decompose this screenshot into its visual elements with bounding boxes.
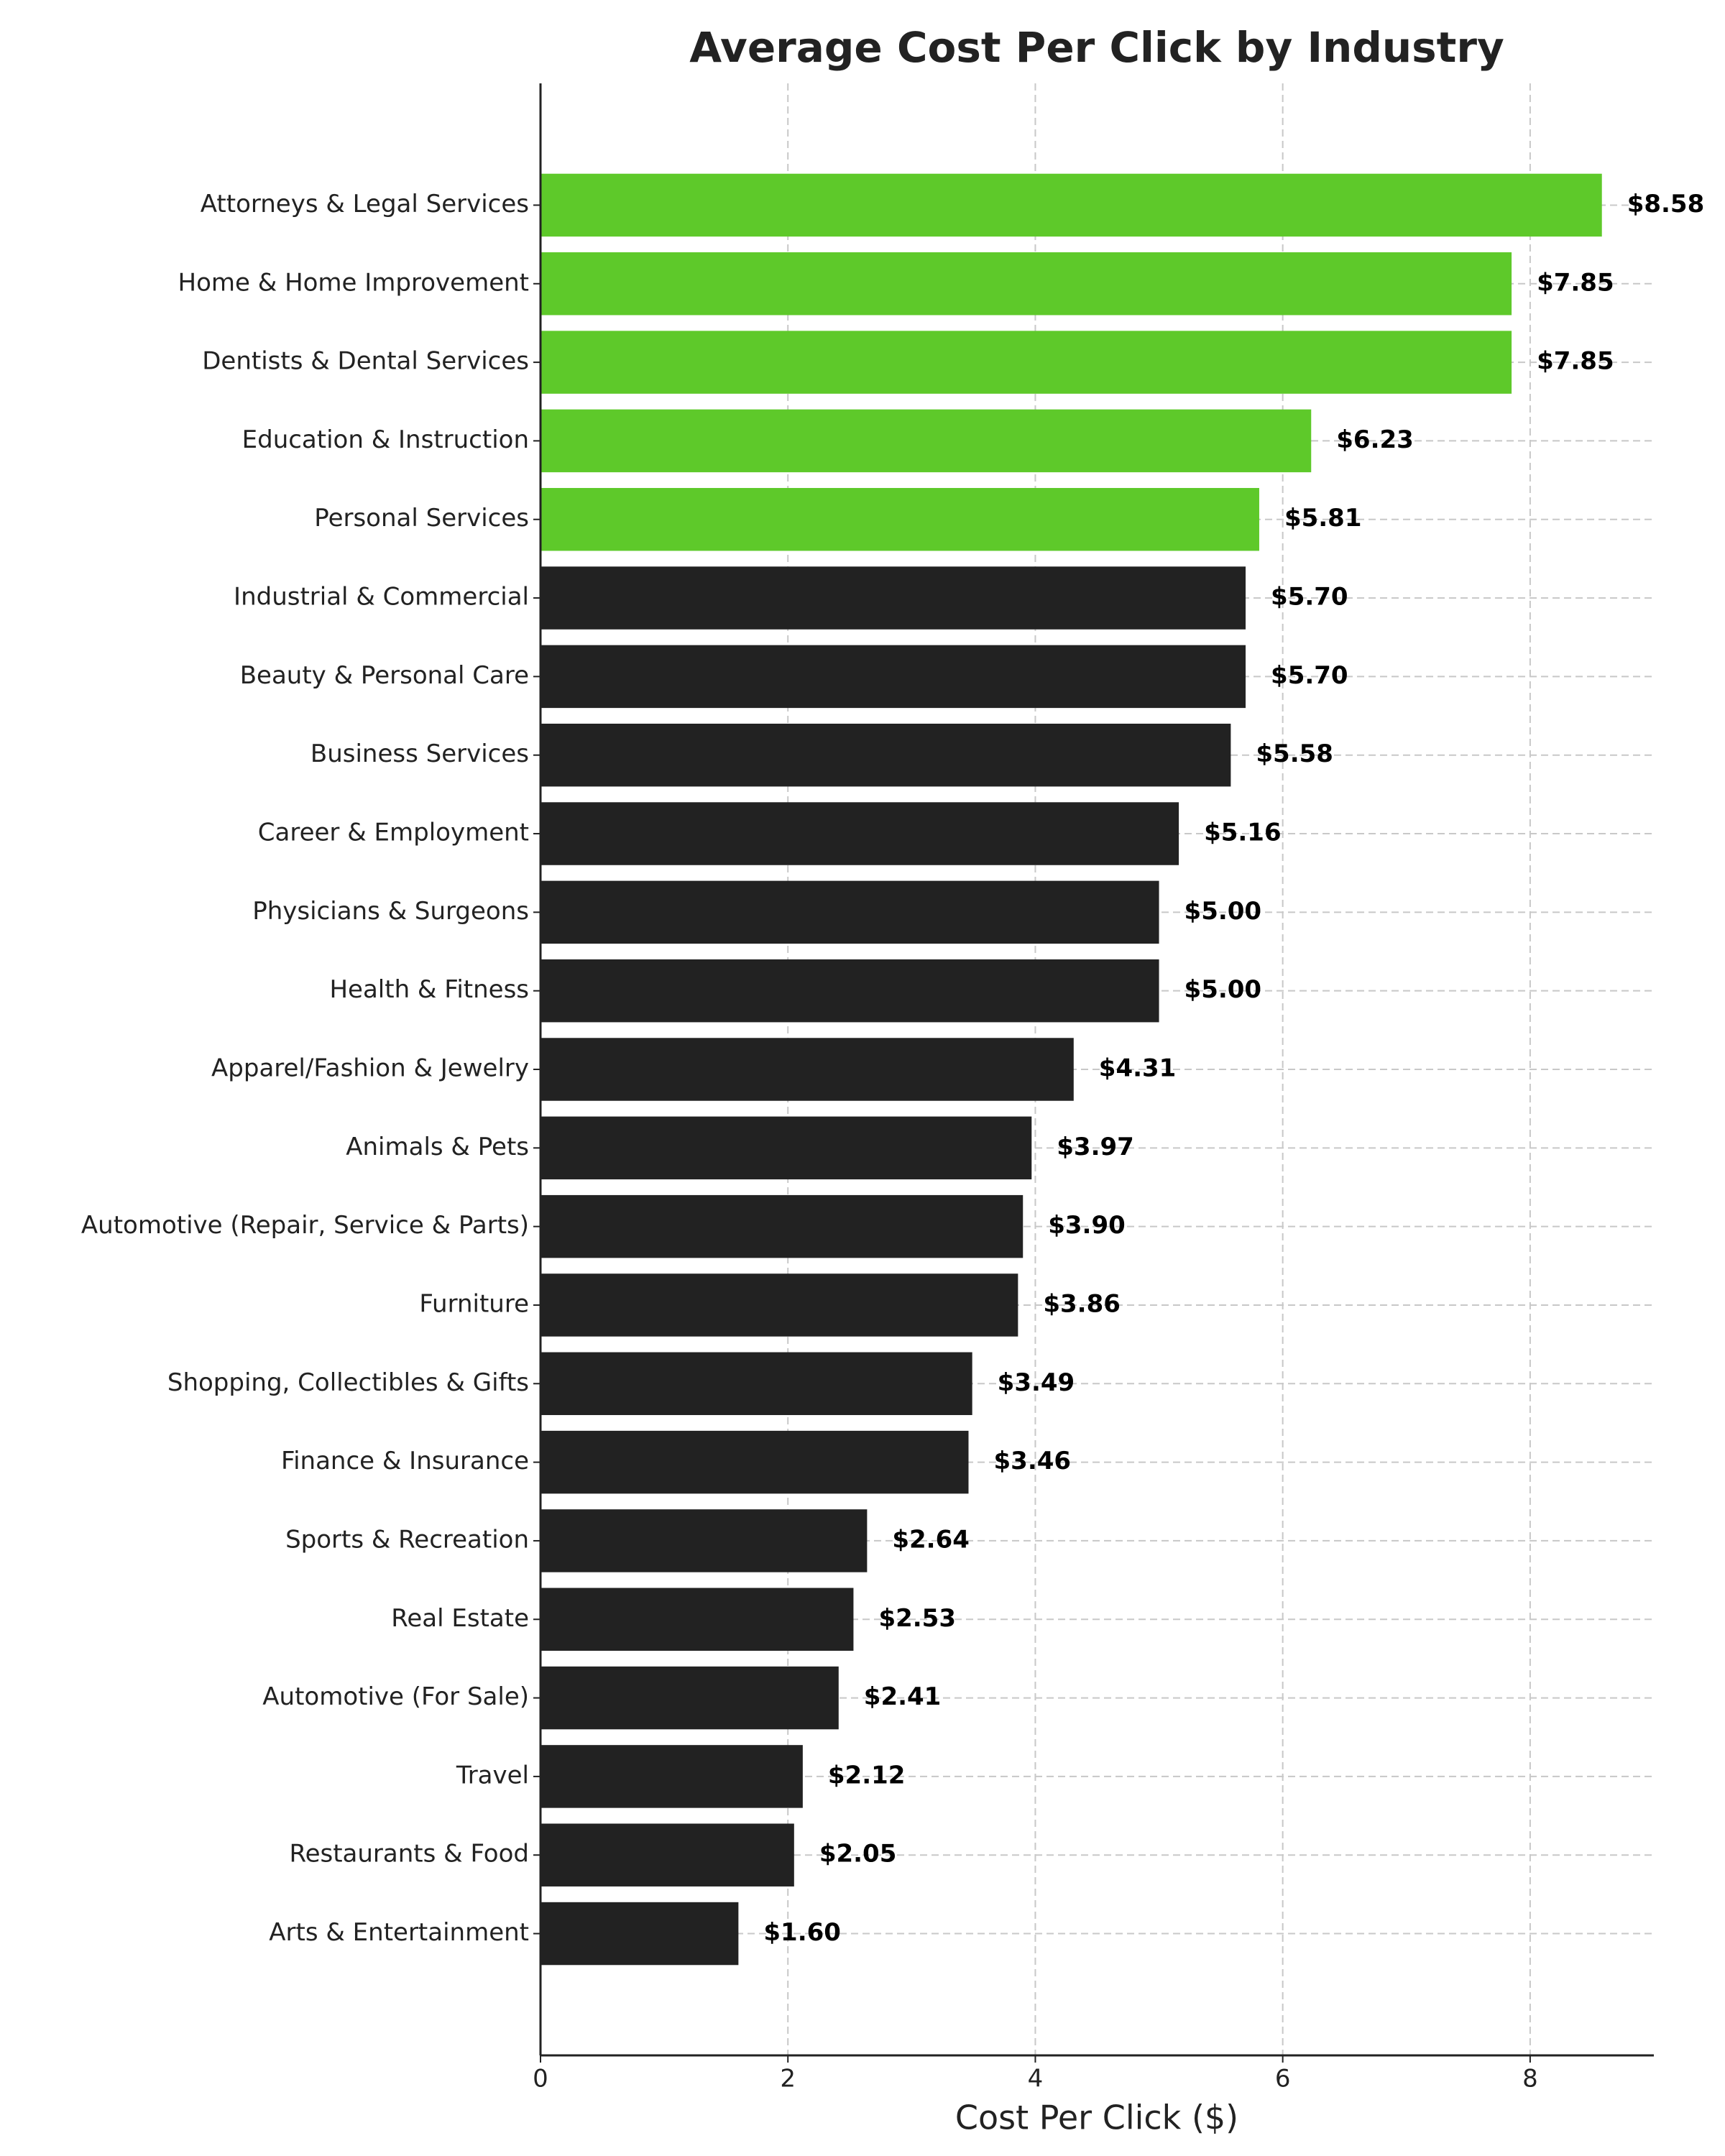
x-tick-label: 4 <box>1028 2065 1044 2093</box>
bar <box>540 1509 868 1572</box>
bar <box>540 488 1259 551</box>
value-label: $5.58 <box>1256 740 1333 768</box>
bar <box>540 1745 803 1808</box>
y-tick-label: Furniture <box>419 1289 529 1318</box>
value-label: $2.12 <box>828 1761 906 1789</box>
y-tick-label: Animals & Pets <box>346 1133 529 1161</box>
value-label: $1.60 <box>763 1918 841 1947</box>
y-tick-label: Personal Services <box>314 504 529 533</box>
x-tick-label: 0 <box>533 2065 548 2093</box>
bar <box>540 331 1512 394</box>
value-label: $2.05 <box>819 1840 897 1869</box>
y-tick-label: Education & Instruction <box>242 425 529 454</box>
y-tick-label: Beauty & Personal Care <box>240 661 529 690</box>
bar <box>540 1430 969 1494</box>
value-label: $2.64 <box>892 1525 970 1554</box>
y-tick-label: Real Estate <box>391 1604 529 1633</box>
value-label: $3.86 <box>1043 1289 1121 1318</box>
y-tick-label: Industrial & Commercial <box>234 583 529 612</box>
value-label: $5.81 <box>1284 504 1362 533</box>
x-axis-label: Cost Per Click ($) <box>955 2099 1238 2137</box>
x-tick-label: 2 <box>780 2065 796 2093</box>
y-tick-label: Business Services <box>310 740 529 768</box>
bar <box>540 252 1512 315</box>
y-tick-label: Physicians & Surgeons <box>252 897 529 926</box>
value-label: $5.70 <box>1271 583 1348 612</box>
y-tick-label: Automotive (For Sale) <box>262 1682 529 1711</box>
y-tick-label: Career & Employment <box>258 819 529 847</box>
y-tick-label: Shopping, Collectibles & Gifts <box>167 1368 529 1397</box>
bar <box>540 409 1312 473</box>
value-label: $3.49 <box>998 1368 1075 1397</box>
bar <box>540 1194 1024 1258</box>
value-label: $3.90 <box>1048 1211 1126 1240</box>
value-label: $2.41 <box>864 1682 942 1711</box>
bar <box>540 723 1231 787</box>
value-label: $3.46 <box>994 1447 1072 1475</box>
y-tick-label: Home & Home Improvement <box>178 268 529 297</box>
bar <box>540 1823 794 1886</box>
value-label: $7.85 <box>1537 347 1614 376</box>
value-label: $5.00 <box>1184 897 1262 926</box>
y-tick-label: Restaurants & Food <box>289 1840 529 1869</box>
y-tick-label: Travel <box>456 1761 529 1789</box>
value-label: $5.00 <box>1184 975 1262 1004</box>
value-label: $4.31 <box>1099 1054 1177 1083</box>
bar <box>540 173 1602 237</box>
bar <box>540 802 1179 865</box>
y-tick-label: Finance & Insurance <box>281 1447 529 1475</box>
y-tick-label: Apparel/Fashion & Jewelry <box>211 1054 529 1083</box>
bar <box>540 959 1159 1023</box>
bar <box>540 1038 1074 1101</box>
value-label: $6.23 <box>1336 425 1414 454</box>
x-tick-label: 8 <box>1522 2065 1538 2093</box>
bar <box>540 880 1159 944</box>
bar <box>540 1666 839 1730</box>
bar <box>540 1352 972 1416</box>
bar <box>540 1273 1018 1337</box>
bar <box>540 566 1246 630</box>
bar <box>540 645 1246 709</box>
value-label: $2.53 <box>878 1604 956 1633</box>
y-tick-label: Dentists & Dental Services <box>202 347 529 376</box>
value-label: $7.85 <box>1537 268 1614 297</box>
y-tick-label: Sports & Recreation <box>285 1525 529 1554</box>
y-tick-label: Automotive (Repair, Service & Parts) <box>81 1211 529 1240</box>
bar <box>540 1588 854 1651</box>
value-label: $3.97 <box>1057 1133 1134 1161</box>
chart-title: Average Cost Per Click by Industry <box>689 23 1504 72</box>
y-tick-label: Arts & Entertainment <box>269 1918 529 1947</box>
value-label: $8.58 <box>1627 190 1705 218</box>
y-tick-label: Attorneys & Legal Services <box>201 190 529 218</box>
bar <box>540 1116 1032 1180</box>
value-label: $5.70 <box>1271 661 1348 690</box>
y-tick-label: Health & Fitness <box>329 975 529 1004</box>
value-label: $5.16 <box>1204 819 1282 847</box>
bar <box>540 1902 739 1966</box>
x-tick-label: 6 <box>1275 2065 1291 2093</box>
